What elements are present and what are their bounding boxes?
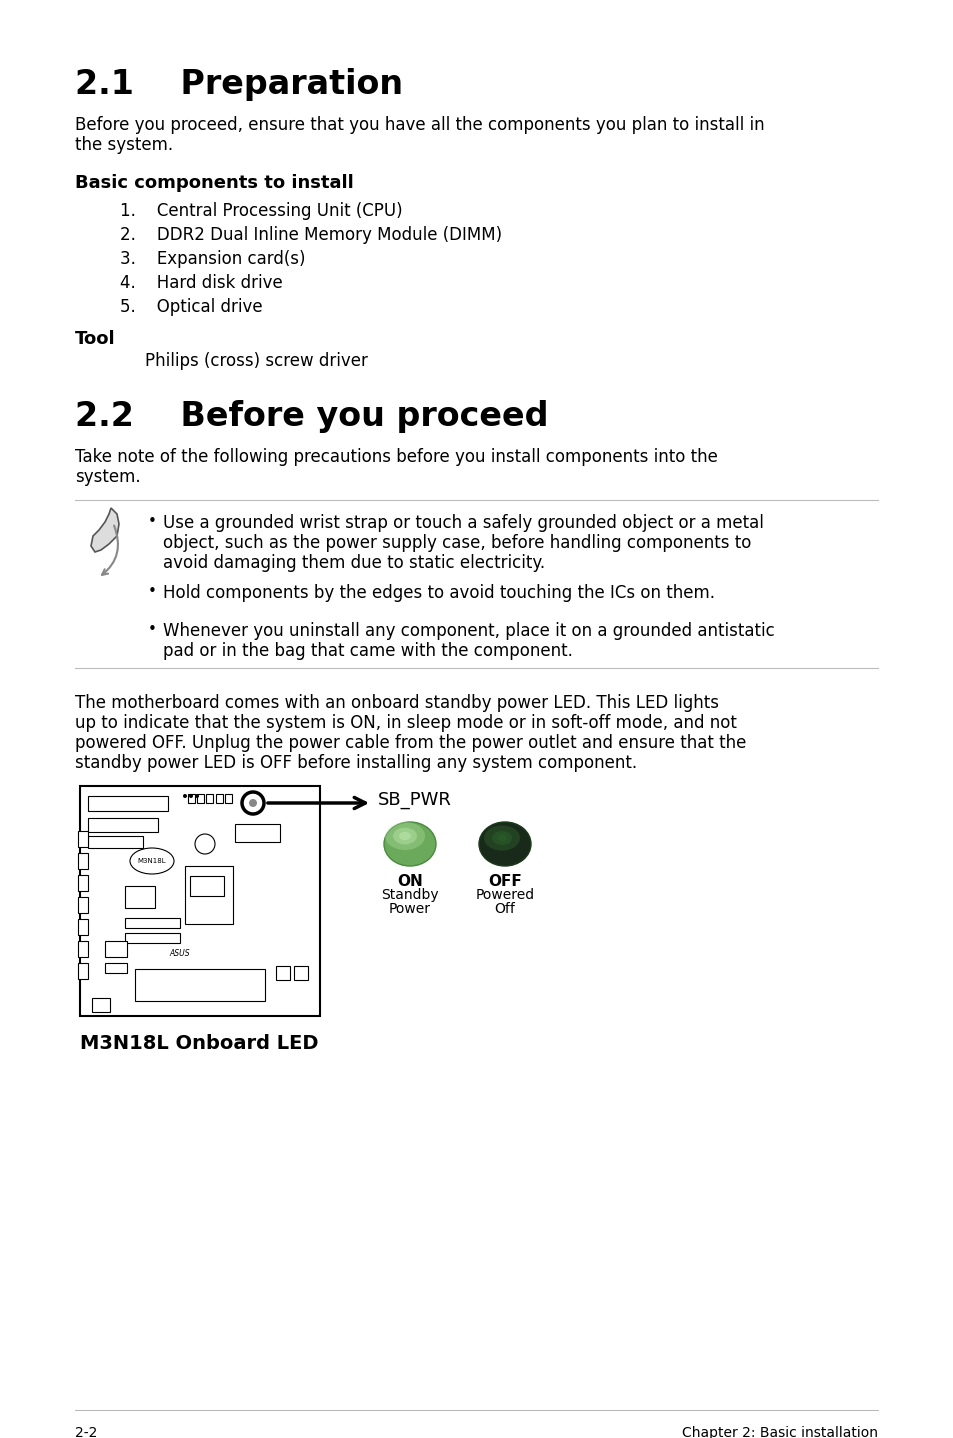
Text: SB_PWR: SB_PWR	[377, 791, 452, 810]
Text: standby power LED is OFF before installing any system component.: standby power LED is OFF before installi…	[75, 754, 637, 772]
Bar	[196, 794, 204, 802]
Bar	[125, 933, 180, 943]
Circle shape	[194, 794, 199, 798]
Text: Tool: Tool	[75, 329, 115, 348]
Bar	[188, 794, 194, 802]
Bar	[206, 794, 213, 802]
Circle shape	[183, 794, 187, 798]
Bar	[234, 824, 280, 843]
Bar	[78, 874, 88, 892]
Text: 2.2    Before you proceed: 2.2 Before you proceed	[75, 400, 548, 433]
Text: 2-2: 2-2	[75, 1426, 97, 1438]
Bar	[135, 994, 265, 997]
Text: system.: system.	[75, 467, 140, 486]
Bar	[135, 969, 265, 1001]
Text: 2.1    Preparation: 2.1 Preparation	[75, 68, 403, 101]
Bar	[190, 876, 224, 896]
Text: Before you proceed, ensure that you have all the components you plan to install : Before you proceed, ensure that you have…	[75, 116, 763, 134]
Bar	[78, 919, 88, 935]
Bar	[225, 794, 232, 802]
Bar	[80, 787, 319, 1017]
Bar	[91, 998, 110, 1012]
Text: The motherboard comes with an onboard standby power LED. This LED lights: The motherboard comes with an onboard st…	[75, 695, 719, 712]
Bar	[135, 991, 265, 997]
Bar	[78, 940, 88, 958]
Text: Basic components to install: Basic components to install	[75, 174, 354, 193]
Text: 5.    Optical drive: 5. Optical drive	[120, 298, 262, 316]
Bar	[105, 940, 127, 958]
Bar	[88, 818, 158, 833]
Text: up to indicate that the system is ON, in sleep mode or in soft-off mode, and not: up to indicate that the system is ON, in…	[75, 715, 736, 732]
Text: avoid damaging them due to static electricity.: avoid damaging them due to static electr…	[163, 554, 544, 572]
Text: Standby: Standby	[381, 889, 438, 902]
Text: Powered: Powered	[475, 889, 534, 902]
Bar	[78, 897, 88, 913]
Bar	[135, 971, 265, 976]
Circle shape	[189, 794, 193, 798]
Text: OFF: OFF	[488, 874, 521, 889]
Bar	[125, 886, 154, 907]
Ellipse shape	[483, 825, 519, 851]
Text: •: •	[148, 584, 156, 600]
Ellipse shape	[393, 828, 416, 844]
Ellipse shape	[385, 823, 424, 850]
Bar	[78, 963, 88, 979]
Text: Whenever you uninstall any component, place it on a grounded antistatic: Whenever you uninstall any component, pl…	[163, 623, 774, 640]
Text: •: •	[148, 513, 156, 529]
Bar	[125, 917, 180, 928]
Bar	[275, 966, 290, 981]
Text: the system.: the system.	[75, 137, 172, 154]
Bar	[135, 979, 265, 984]
Text: Chapter 2: Basic installation: Chapter 2: Basic installation	[681, 1426, 877, 1438]
Text: M3N18L Onboard LED: M3N18L Onboard LED	[80, 1034, 318, 1053]
Circle shape	[242, 792, 264, 814]
Text: Hold components by the edges to avoid touching the ICs on them.: Hold components by the edges to avoid to…	[163, 584, 714, 603]
Text: pad or in the bag that came with the component.: pad or in the bag that came with the com…	[163, 641, 572, 660]
Text: 3.    Expansion card(s): 3. Expansion card(s)	[120, 250, 305, 267]
Text: Off: Off	[494, 902, 515, 916]
Text: powered OFF. Unplug the power cable from the power outlet and ensure that the: powered OFF. Unplug the power cable from…	[75, 733, 745, 752]
Text: Philips (cross) screw driver: Philips (cross) screw driver	[145, 352, 368, 370]
Circle shape	[249, 800, 256, 807]
Text: Take note of the following precautions before you install components into the: Take note of the following precautions b…	[75, 449, 717, 466]
Bar	[88, 835, 143, 848]
Text: M3N18L: M3N18L	[137, 858, 166, 864]
Ellipse shape	[130, 848, 173, 874]
Polygon shape	[91, 508, 119, 552]
Bar	[105, 963, 127, 974]
Bar	[78, 831, 88, 847]
Ellipse shape	[492, 831, 512, 846]
Ellipse shape	[497, 834, 506, 841]
Text: •: •	[148, 623, 156, 637]
Ellipse shape	[478, 823, 531, 866]
Bar	[185, 866, 233, 925]
Bar	[88, 797, 168, 811]
Text: object, such as the power supply case, before handling components to: object, such as the power supply case, b…	[163, 533, 751, 552]
Text: Use a grounded wrist strap or touch a safely grounded object or a metal: Use a grounded wrist strap or touch a sa…	[163, 513, 763, 532]
Text: ON: ON	[396, 874, 422, 889]
Text: ASUS: ASUS	[170, 949, 190, 958]
Circle shape	[194, 834, 214, 854]
Ellipse shape	[384, 823, 436, 866]
Bar	[294, 966, 308, 981]
Text: 1.    Central Processing Unit (CPU): 1. Central Processing Unit (CPU)	[120, 201, 402, 220]
Bar	[135, 972, 265, 976]
Ellipse shape	[398, 831, 411, 840]
Text: 4.    Hard disk drive: 4. Hard disk drive	[120, 275, 282, 292]
Bar	[215, 794, 223, 802]
Bar	[135, 986, 265, 989]
Text: Power: Power	[389, 902, 431, 916]
Bar	[78, 853, 88, 869]
Text: 2.    DDR2 Dual Inline Memory Module (DIMM): 2. DDR2 Dual Inline Memory Module (DIMM)	[120, 226, 501, 244]
Bar	[135, 976, 265, 984]
Bar	[135, 984, 265, 989]
